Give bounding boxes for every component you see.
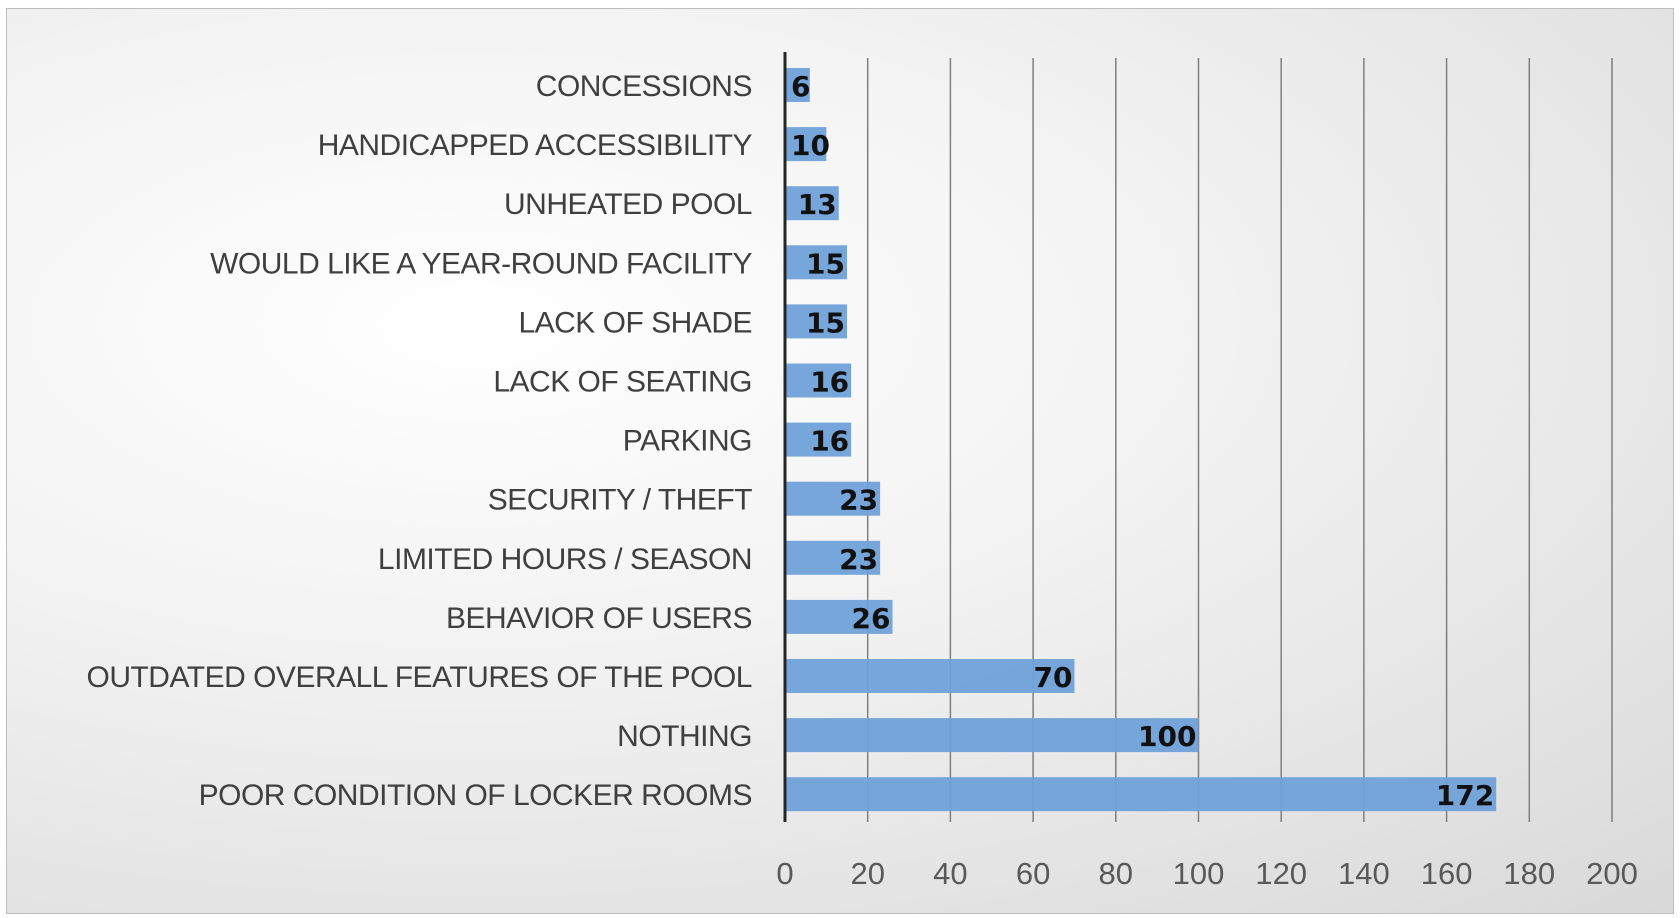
bar (785, 481, 881, 516)
data-label: 172 (1436, 779, 1494, 812)
x-tick-label: 120 (1255, 856, 1307, 891)
category-label: SECURITY / THEFT (488, 484, 752, 517)
category-labels: CONCESSIONS HANDICAPPED ACCESSIBILITY UNHE… (86, 70, 753, 812)
x-tick-label: 80 (1099, 856, 1133, 891)
x-tick-label: 20 (850, 856, 884, 891)
bar (785, 186, 839, 221)
bar (785, 363, 852, 398)
data-label: 16 (810, 425, 849, 458)
data-label: 23 (839, 543, 878, 576)
category-label: NOTHING (617, 720, 752, 753)
data-label: 6 (791, 70, 810, 103)
x-tick-label: 0 (776, 856, 793, 891)
gridlines (866, 58, 1613, 822)
data-label: 16 (810, 366, 849, 399)
category-label: CONCESSIONS (536, 70, 752, 103)
bar (785, 718, 1199, 753)
bar (785, 245, 848, 280)
category-label: LACK OF SHADE (518, 306, 752, 339)
category-label: OUTDATED OVERALL FEATURES OF THE POOL (86, 661, 752, 694)
category-label: HANDICAPPED ACCESSIBILITY (318, 129, 753, 162)
data-label: 15 (806, 306, 845, 339)
chart-frame (6, 8, 1674, 914)
data-label: 23 (839, 484, 878, 517)
data-label: 100 (1138, 720, 1196, 753)
data-label: 70 (1033, 661, 1072, 694)
bar (785, 659, 1075, 693)
x-tick-label: 160 (1421, 856, 1473, 891)
bar (785, 599, 893, 634)
category-label: LACK OF SEATING (493, 366, 752, 399)
data-label: 15 (806, 247, 845, 280)
category-label: WOULD LIKE A YEAR-ROUND FACILITY (210, 247, 752, 280)
category-label: POOR CONDITION OF LOCKER ROOMS (199, 779, 752, 812)
x-tick-label: 180 (1503, 856, 1555, 891)
x-tick-labels: 0 20 40 60 80 100 120 140 160 180 200 (776, 856, 1637, 891)
bar (785, 422, 852, 457)
bar (785, 304, 848, 339)
data-labels: 6 10 13 15 15 16 16 23 23 26 70 100 172 (791, 70, 1494, 812)
data-label: 13 (798, 188, 837, 221)
bar (785, 68, 810, 102)
data-label: 26 (852, 602, 891, 635)
x-tick-label: 60 (1016, 856, 1050, 891)
data-label: 10 (791, 129, 830, 162)
category-label: BEHAVIOR OF USERS (446, 602, 752, 635)
x-tick-label: 100 (1173, 856, 1225, 891)
bar (785, 777, 1497, 812)
bars (785, 68, 1497, 812)
bar (785, 127, 827, 162)
x-tick-label: 40 (933, 856, 967, 891)
bar (785, 540, 881, 575)
category-label: LIMITED HOURS / SEASON (378, 543, 752, 576)
category-label: PARKING (623, 425, 752, 458)
x-tick-label: 200 (1586, 856, 1638, 891)
category-label: UNHEATED POOL (504, 188, 752, 221)
x-tick-label: 140 (1338, 856, 1390, 891)
